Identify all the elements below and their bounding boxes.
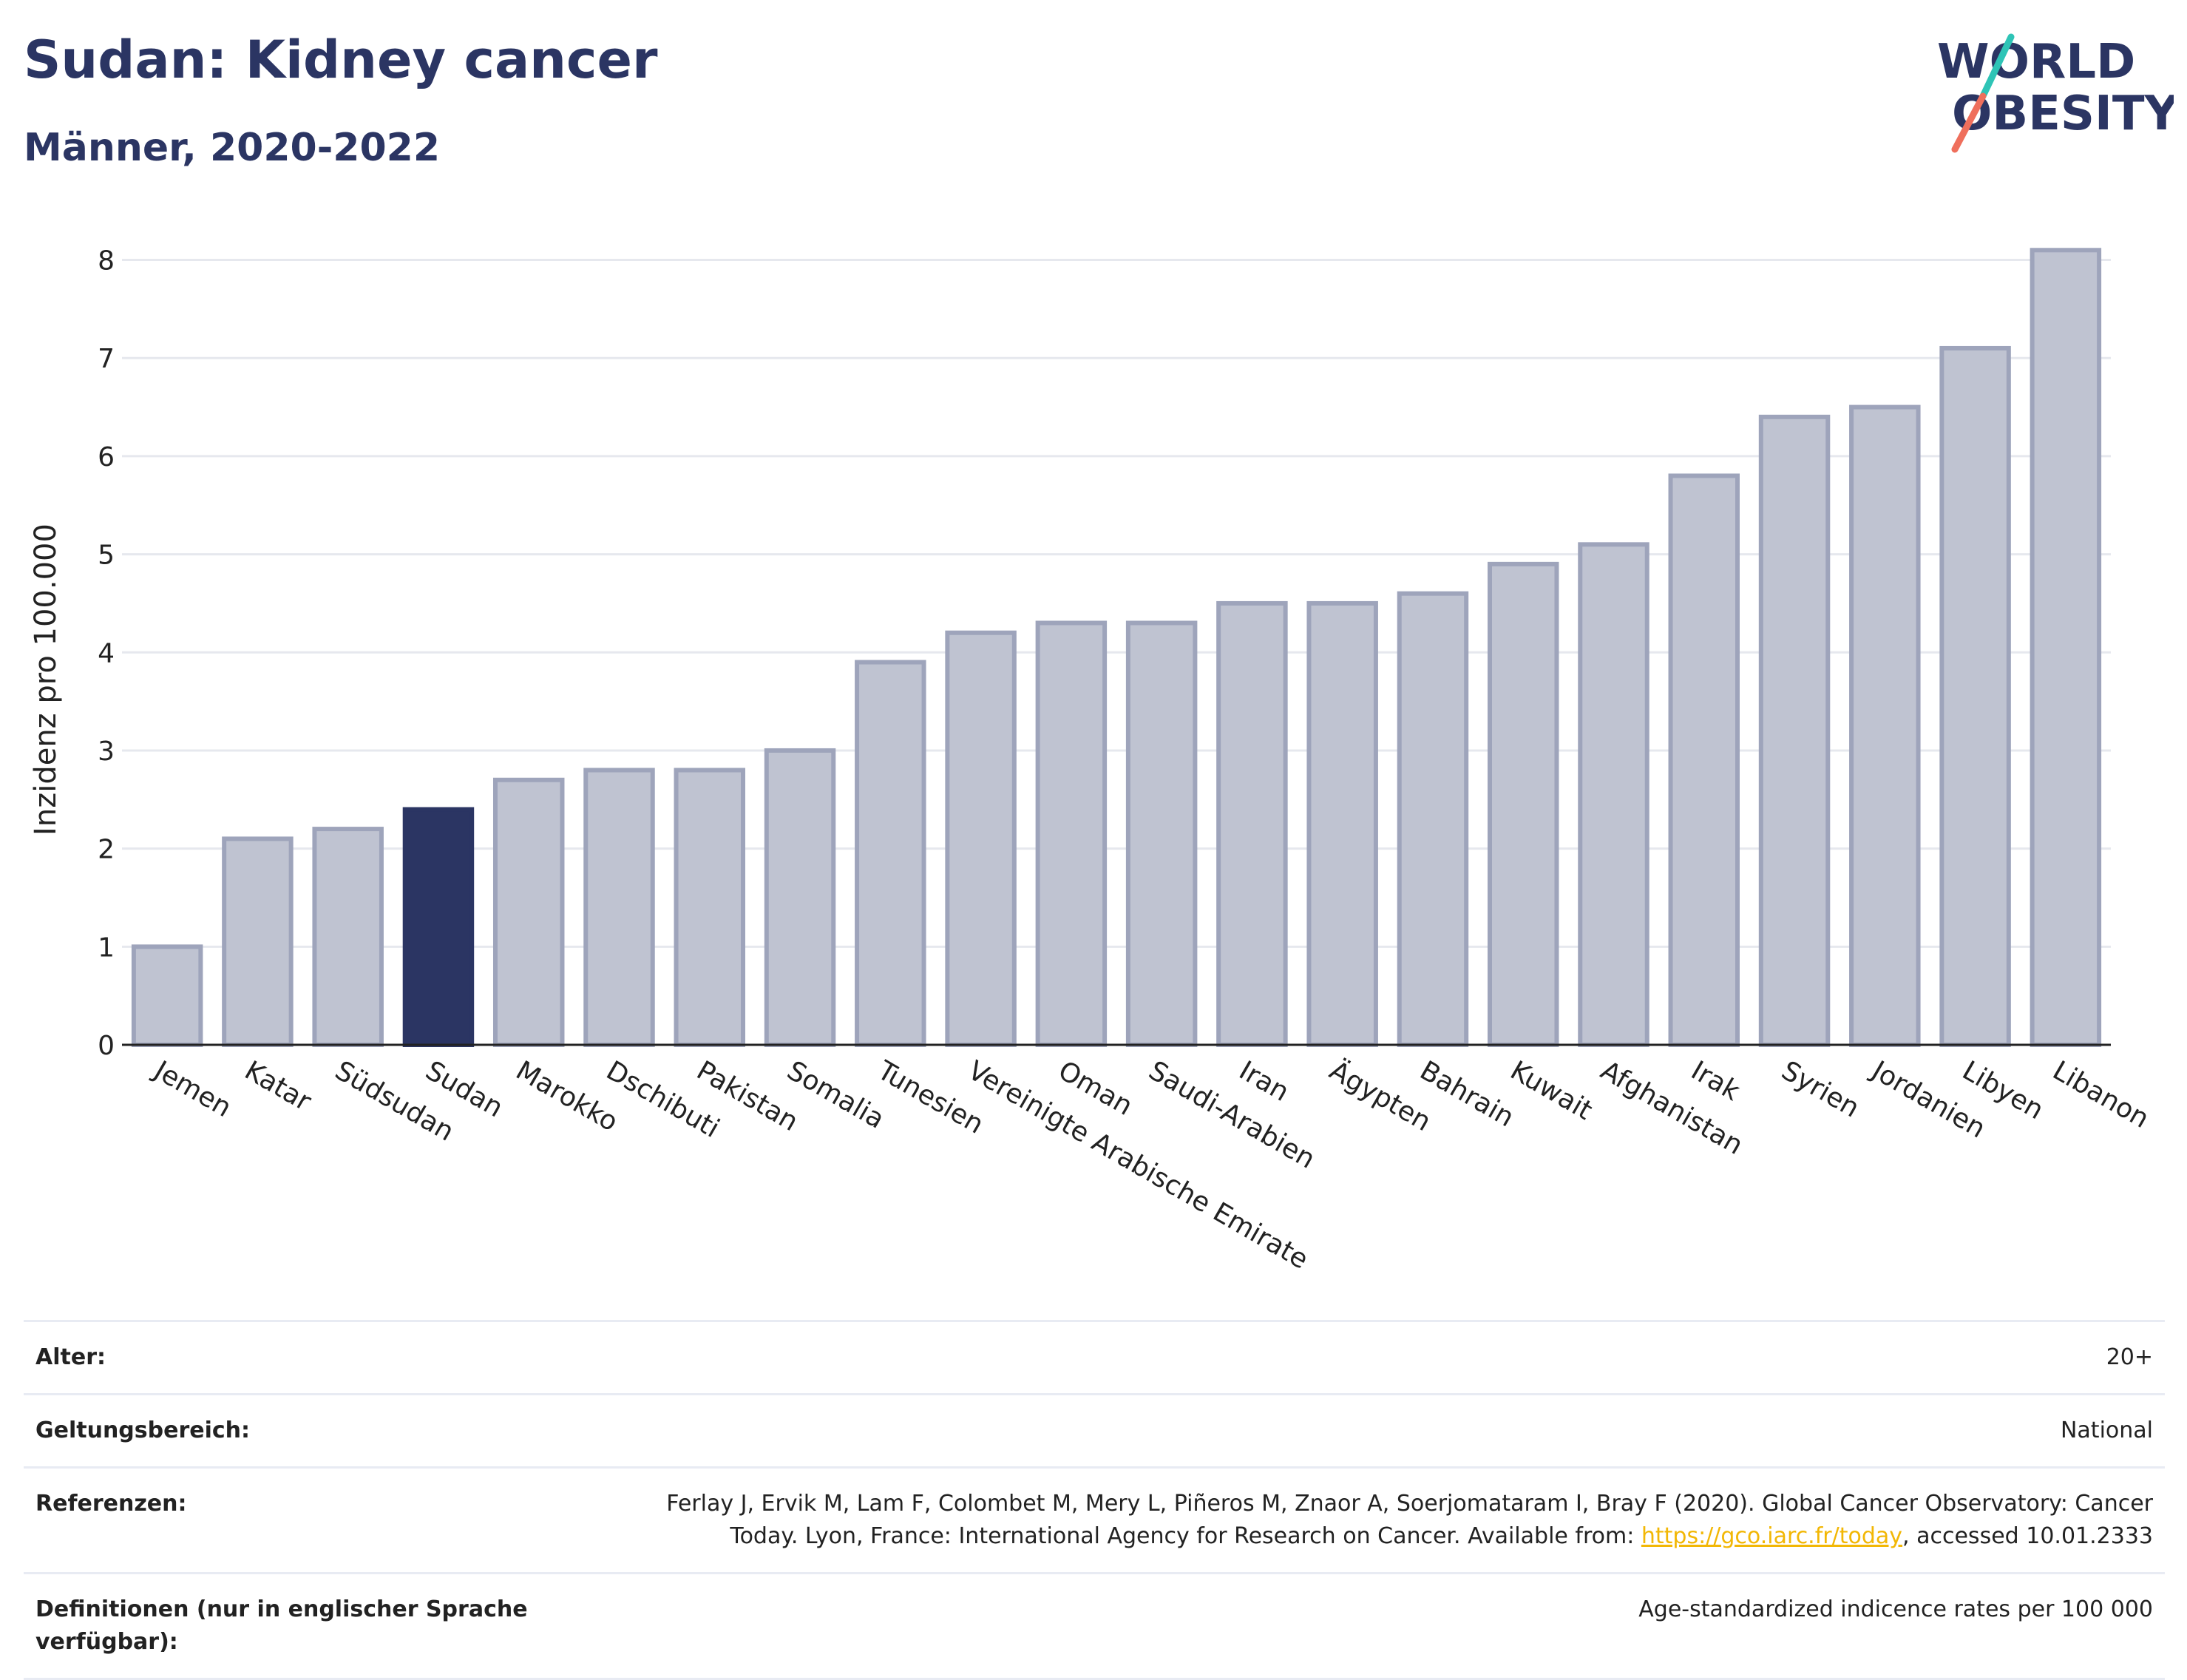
x-tick-label: Katar <box>240 1055 316 1117</box>
bar-kuwait <box>1487 561 1559 1048</box>
bar-libyen <box>1939 345 2011 1047</box>
bar-afghanistan <box>1578 542 1649 1047</box>
y-axis-title: Inzidenz pro 100.000 <box>29 524 63 836</box>
bar-saudi-arabien <box>1125 620 1198 1047</box>
x-tick-label: Bahrain <box>1414 1055 1519 1133</box>
info-row-scope: Geltungsbereich: National <box>24 1394 2165 1468</box>
bar-somalia <box>764 748 836 1047</box>
x-tick-label: Ägypten <box>1324 1054 1437 1137</box>
page-subtitle: Männer, 2020-2022 <box>24 126 441 170</box>
bar-sudan <box>402 807 475 1047</box>
scope-value: National <box>2060 1418 2153 1443</box>
x-tick-label: Marokko <box>511 1055 623 1137</box>
references-line2-post: , accessed 10.01.2333 <box>1902 1523 2153 1549</box>
bar-ägypten <box>1306 600 1378 1047</box>
x-tick-label: Iran <box>1234 1055 1294 1108</box>
bar-jemen <box>131 944 203 1047</box>
bar-jordanien <box>1849 404 1921 1047</box>
bars-layer <box>131 248 2102 1048</box>
references-line2-pre: Today. Lyon, France: International Agenc… <box>730 1523 1641 1549</box>
logo-slash-coral <box>1951 92 1987 153</box>
bar-südsudan <box>312 827 384 1047</box>
age-value: 20+ <box>2106 1344 2153 1370</box>
bar-katar <box>222 836 294 1047</box>
y-tick-label: 3 <box>98 736 115 767</box>
bar-oman <box>1035 620 1108 1047</box>
bar-dschibuti <box>583 768 655 1047</box>
info-row-references: Referenzen: Ferlay J, Ervik M, Lam F, Co… <box>24 1467 2165 1574</box>
bar-syrien <box>1758 414 1831 1047</box>
references-label: Referenzen: <box>35 1491 187 1517</box>
y-tick-label: 7 <box>98 344 115 374</box>
page-title: Sudan: Kidney cancer <box>24 30 658 90</box>
bar-tunesien <box>855 660 926 1047</box>
bar-bahrain <box>1397 591 1469 1047</box>
x-tick-label: Jemen <box>148 1054 237 1123</box>
age-label: Alter: <box>35 1344 106 1370</box>
y-tick-label: 0 <box>98 1031 115 1061</box>
logo-text-obesity: OBESITY <box>1952 87 2174 141</box>
bar-marokko <box>492 777 565 1047</box>
y-tick-label: 8 <box>98 246 115 277</box>
scope-label: Geltungsbereich: <box>35 1418 251 1443</box>
y-tick-label: 1 <box>98 932 115 963</box>
references-line1: Ferlay J, Ervik M, Lam F, Colombet M, Me… <box>666 1491 2153 1517</box>
bar-libanon <box>2030 248 2102 1047</box>
y-tick-label: 4 <box>98 638 115 668</box>
bar-vereinigte-arabische-emirate <box>945 630 1017 1047</box>
x-tick-label: Kuwait <box>1505 1055 1598 1126</box>
y-ticks: 0 1 2 3 4 5 6 7 8 <box>98 246 115 1061</box>
y-tick-label: 5 <box>98 541 115 571</box>
logo-slash-teal <box>1979 33 2015 100</box>
bar-iran <box>1216 600 1288 1047</box>
y-tick-label: 6 <box>98 442 115 472</box>
bar-pakistan <box>674 768 746 1047</box>
world-obesity-logo: WORLD OBESITY <box>1937 33 2174 153</box>
y-tick-label: 2 <box>98 835 115 865</box>
bar-irak <box>1668 473 1740 1047</box>
info-table: Alter: 20+ Geltungsbereich: National Ref… <box>24 1320 2165 1680</box>
x-tick-label: Libanon <box>2047 1055 2154 1134</box>
references-link[interactable]: https://gco.iarc.fr/today <box>1641 1523 1903 1549</box>
definitions-label: Definitionen (nur in englischer Sprache … <box>35 1596 528 1655</box>
x-tick-label: Irak <box>1686 1055 1745 1107</box>
info-row-age: Alter: 20+ <box>24 1321 2165 1395</box>
logo-text-world: WORLD <box>1937 35 2135 89</box>
x-tick-label: Somalia <box>782 1055 889 1135</box>
x-tick-label: Saudi-Arabien <box>1144 1055 1320 1175</box>
info-row-definitions: Definitionen (nur in englischer Sprache … <box>24 1573 2165 1679</box>
references-value: Ferlay J, Ervik M, Lam F, Colombet M, Me… <box>550 1468 2165 1574</box>
x-tick-label: Syrien <box>1777 1055 1865 1123</box>
definitions-value: Age-standardized indicence rates per 100… <box>1638 1596 2153 1622</box>
